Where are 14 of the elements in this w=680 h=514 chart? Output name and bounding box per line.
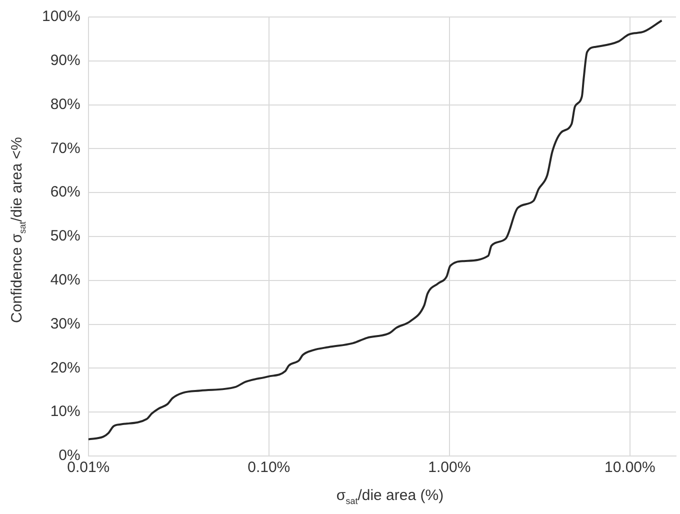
y-tick-label: 60% xyxy=(50,184,80,201)
y-tick-label: 80% xyxy=(50,96,80,113)
y-tick-label: 70% xyxy=(50,140,80,157)
x-tick-label: 0.10% xyxy=(248,459,290,476)
y-tick-label: 40% xyxy=(50,272,80,289)
y-tick-label: 30% xyxy=(50,315,80,332)
y-tick-label: 20% xyxy=(50,359,80,376)
x-tick-label: 1.00% xyxy=(428,459,471,476)
y-tick-label: 50% xyxy=(50,228,80,245)
y-tick-label: 10% xyxy=(50,403,80,420)
x-tick-label: 10.00% xyxy=(604,459,656,476)
y-tick-label: 90% xyxy=(50,52,80,70)
y-tick-label: 100% xyxy=(42,8,80,26)
x-axis-title: σ$_{sat}$/die area (%) xyxy=(335,487,445,506)
